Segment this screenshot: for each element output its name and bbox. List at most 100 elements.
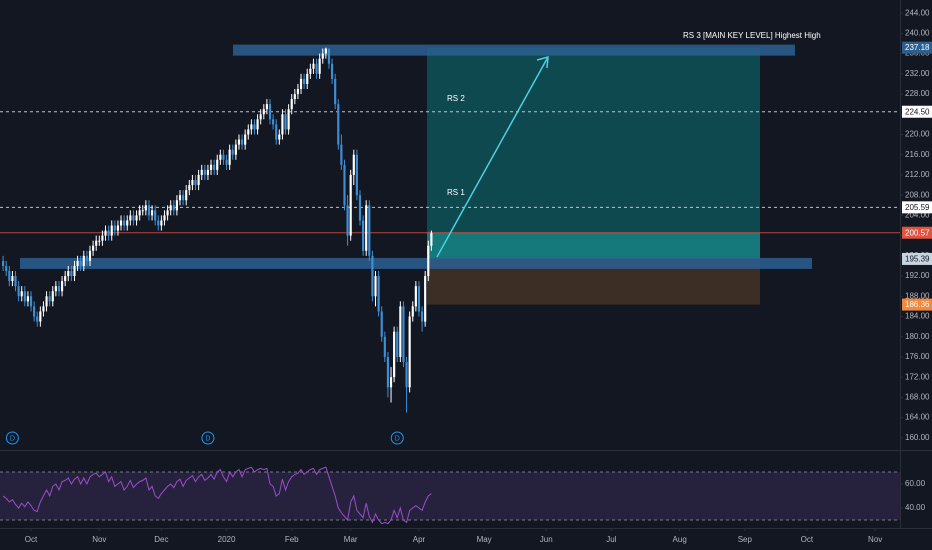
candle-body bbox=[194, 180, 197, 186]
x-tick-label: Oct bbox=[25, 535, 38, 544]
dividend-label: D bbox=[10, 435, 15, 442]
candle-body bbox=[135, 215, 138, 221]
y-tick-label: 220.00 bbox=[905, 130, 930, 139]
candle-body bbox=[262, 109, 265, 115]
candle-body bbox=[178, 195, 182, 201]
candle-body bbox=[39, 311, 42, 322]
candle-body bbox=[250, 124, 253, 130]
candle-body bbox=[23, 291, 26, 302]
candle-body bbox=[48, 296, 51, 302]
x-tick-label: Nov bbox=[868, 535, 882, 544]
candle-body bbox=[2, 260, 5, 266]
candle-body bbox=[414, 286, 417, 307]
x-tick-label: Mar bbox=[344, 535, 358, 544]
candle-body bbox=[225, 159, 228, 165]
candle-body bbox=[8, 271, 11, 282]
support-zone bbox=[20, 257, 812, 269]
candle-body bbox=[138, 210, 141, 216]
y-tick-label: 204.00 bbox=[905, 211, 930, 220]
candle-body bbox=[287, 109, 290, 130]
candle-body bbox=[427, 245, 430, 277]
price-tag-label: 200.57 bbox=[905, 228, 930, 237]
candle-body bbox=[334, 78, 337, 105]
x-tick-label: Jun bbox=[540, 535, 553, 544]
candle-body bbox=[36, 316, 39, 322]
arrow bbox=[436, 56, 549, 258]
candle-body bbox=[430, 232, 433, 246]
candle-body bbox=[76, 260, 79, 266]
x-tick-label: Sep bbox=[738, 535, 753, 544]
candle-body bbox=[95, 240, 98, 246]
candle-body bbox=[166, 210, 169, 216]
candle-body bbox=[408, 316, 411, 388]
candle-body bbox=[371, 255, 374, 297]
candle-body bbox=[281, 114, 284, 135]
price-tag-label: 186.36 bbox=[905, 300, 930, 309]
resistance-zone bbox=[233, 44, 795, 56]
y-tick-label: 208.00 bbox=[905, 190, 930, 199]
candle-body bbox=[14, 276, 17, 287]
candle-body bbox=[358, 195, 362, 221]
candle-body bbox=[352, 154, 355, 175]
candle-body bbox=[33, 306, 36, 317]
candle-body bbox=[399, 306, 402, 357]
candle-body bbox=[374, 276, 377, 297]
price-tag-label: 237.18 bbox=[905, 43, 930, 52]
candle-body bbox=[188, 185, 191, 191]
candle-body bbox=[380, 311, 383, 337]
candle-body bbox=[20, 291, 23, 297]
candle-body bbox=[104, 230, 107, 236]
candle-body bbox=[299, 78, 303, 89]
candle-body bbox=[222, 154, 225, 160]
annotation: RS 3 [MAIN KEY LEVEL] Highest High bbox=[683, 31, 821, 40]
price-tag bbox=[902, 226, 932, 239]
candle-body bbox=[182, 195, 185, 201]
candle-body bbox=[123, 220, 126, 226]
candle-body bbox=[346, 205, 349, 236]
open-profit-zone bbox=[427, 232, 760, 259]
candle-body bbox=[253, 124, 256, 130]
candle-body bbox=[420, 311, 424, 322]
candle-body bbox=[340, 144, 343, 165]
candle-body bbox=[296, 88, 300, 95]
candle-body bbox=[383, 336, 386, 357]
rsi-y-tick-label: 40.00 bbox=[905, 503, 926, 512]
candle-body bbox=[17, 286, 20, 297]
candle-body bbox=[231, 149, 234, 155]
dividend-marker bbox=[390, 431, 404, 445]
candle-body bbox=[247, 129, 250, 135]
candle-body bbox=[386, 356, 390, 388]
candle-body bbox=[203, 169, 206, 175]
candle-body bbox=[79, 260, 82, 266]
x-tick-label: Nov bbox=[92, 535, 106, 544]
y-tick-label: 188.00 bbox=[905, 291, 930, 300]
candle-body bbox=[175, 200, 178, 211]
candle-body bbox=[172, 205, 175, 211]
annotation: RS 2 bbox=[447, 94, 465, 103]
candle-body bbox=[160, 220, 163, 226]
x-tick-label: May bbox=[477, 535, 492, 544]
price-tag bbox=[902, 298, 932, 311]
candle-body bbox=[256, 119, 259, 130]
candle-body bbox=[377, 276, 380, 312]
candle-body bbox=[330, 63, 334, 79]
candle-body bbox=[365, 205, 368, 251]
candle-body bbox=[327, 48, 331, 64]
candle-body bbox=[284, 114, 287, 130]
y-tick-label: 232.00 bbox=[905, 69, 930, 78]
candle-body bbox=[368, 205, 371, 256]
candle-body bbox=[88, 250, 92, 261]
price-tag bbox=[902, 105, 932, 118]
candle-body bbox=[144, 205, 147, 211]
candle-body bbox=[303, 78, 306, 84]
rsi-y-tick-label: 60.00 bbox=[905, 479, 926, 488]
candle-body bbox=[411, 306, 414, 317]
candle-body bbox=[150, 210, 154, 216]
y-tick-label: 168.00 bbox=[905, 393, 930, 402]
candle-body bbox=[337, 104, 340, 145]
y-tick-label: 160.00 bbox=[905, 433, 930, 442]
candle-body bbox=[349, 174, 352, 236]
candle-body bbox=[237, 139, 241, 145]
candle-body bbox=[129, 215, 132, 221]
